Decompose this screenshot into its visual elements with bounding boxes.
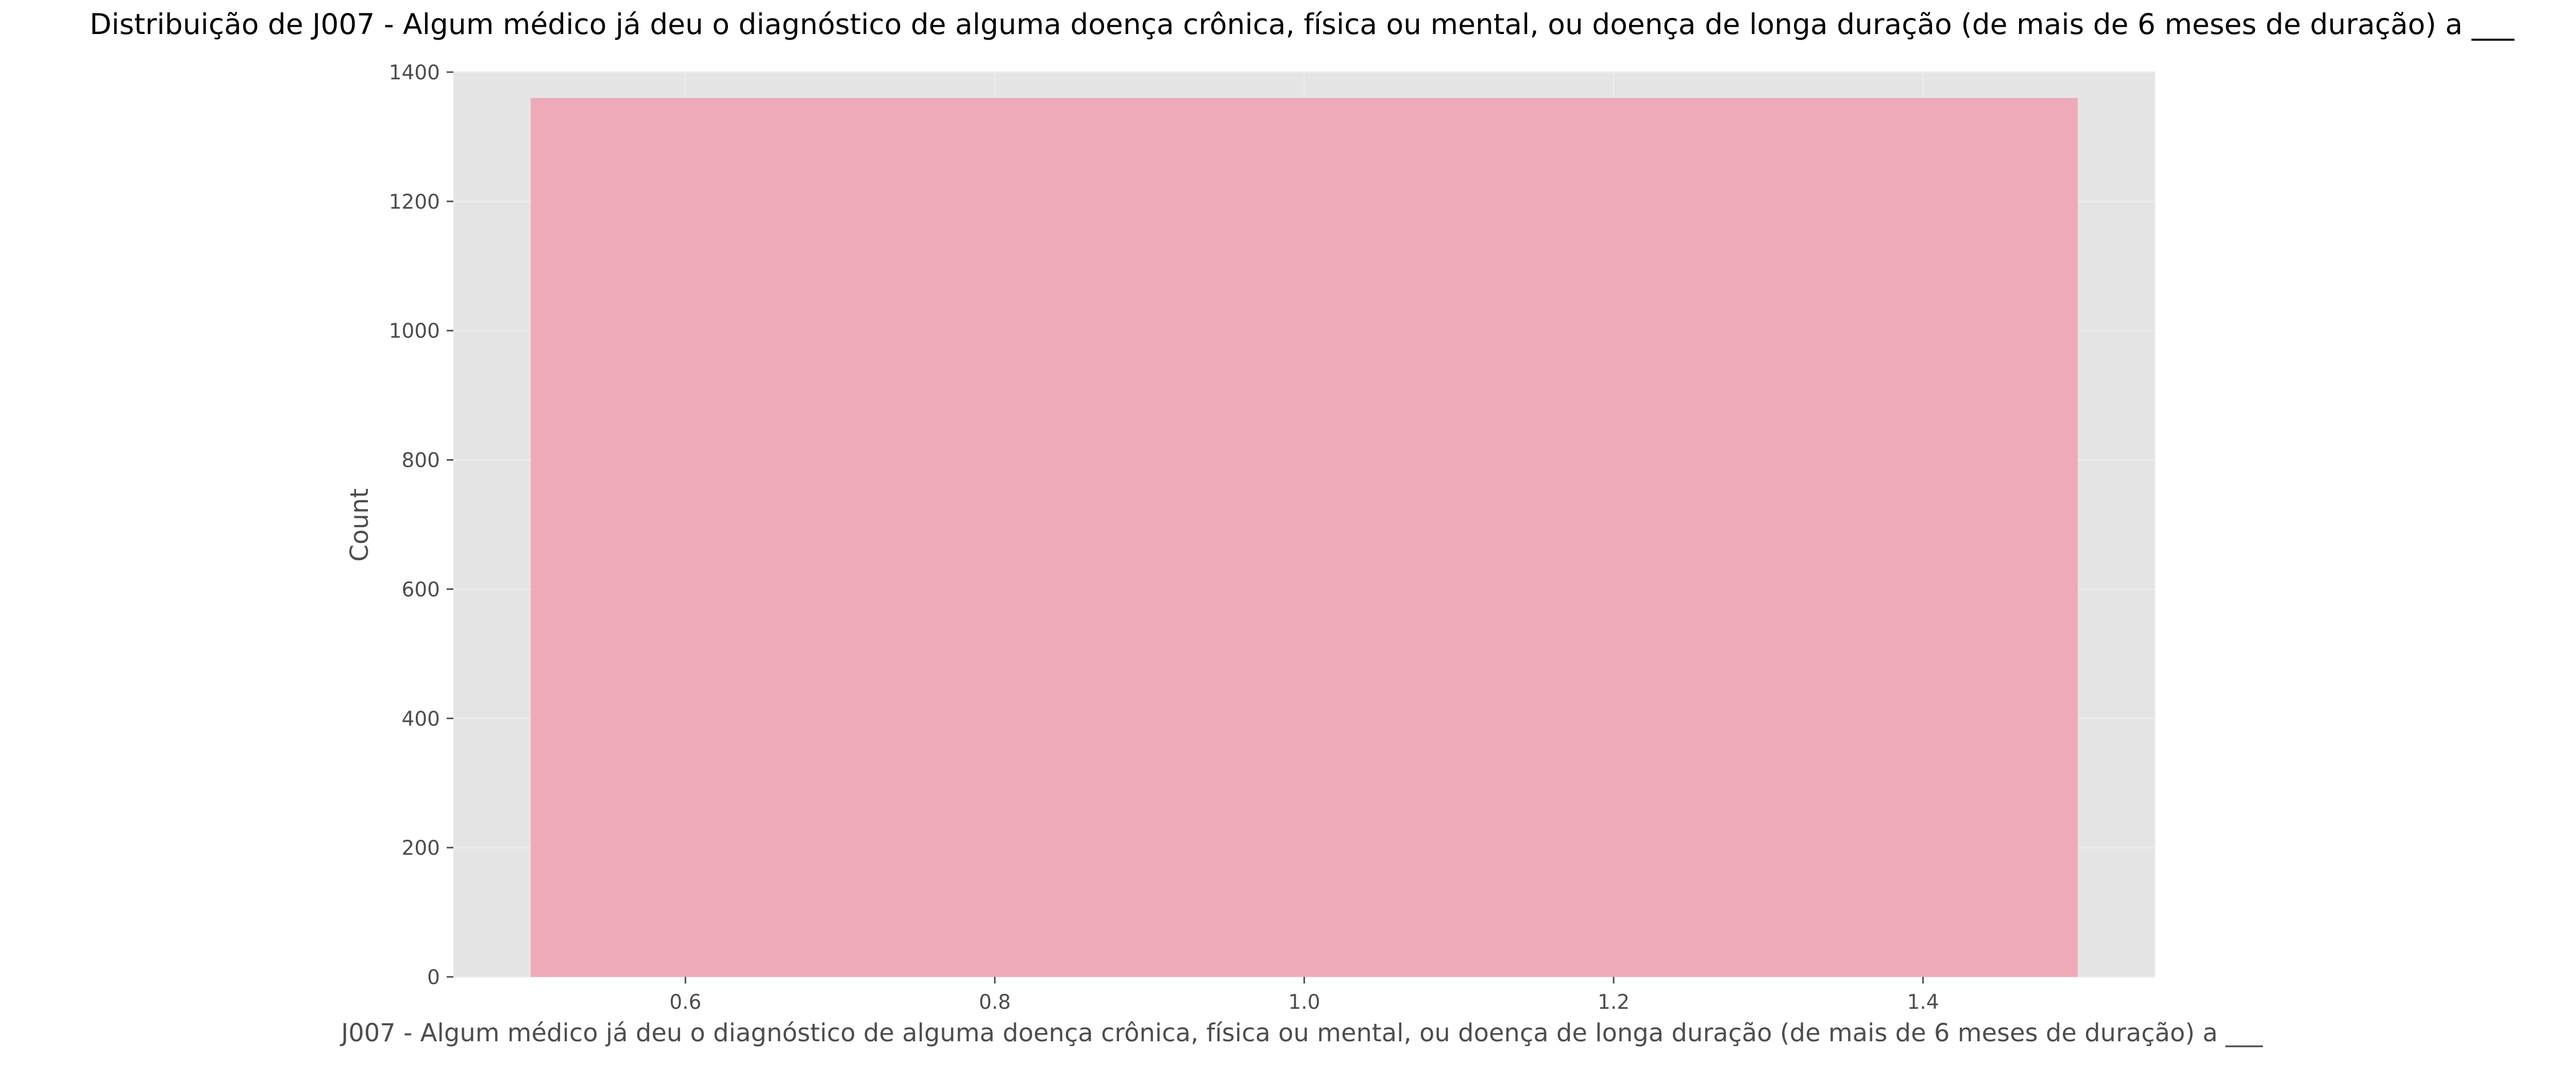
y-axis-label: Count <box>345 488 374 562</box>
y-tick-label: 1400 <box>389 61 440 84</box>
chart-title: Distribuição de J007 - Algum médico já d… <box>90 8 2515 41</box>
y-tick-label: 200 <box>402 837 440 860</box>
y-tick-label: 800 <box>402 449 440 472</box>
x-tick-label: 1.4 <box>1907 991 1939 1014</box>
x-tick-label: 0.6 <box>669 991 701 1014</box>
x-tick-label: 0.8 <box>979 991 1011 1014</box>
y-tick-label: 400 <box>402 707 440 731</box>
histogram-bar <box>531 98 2078 977</box>
x-axis-label: J007 - Algum médico já deu o diagnóstico… <box>340 1019 2263 1047</box>
bars <box>531 98 2078 977</box>
y-tick-label: 0 <box>427 966 440 989</box>
y-tick-label: 1000 <box>389 320 440 343</box>
x-tick-label: 1.0 <box>1288 991 1320 1014</box>
y-tick-label: 1200 <box>389 191 440 214</box>
x-tick-label: 1.2 <box>1598 991 1630 1014</box>
y-tick-label: 600 <box>402 578 440 601</box>
axes: 0 200 400 600 800 1000 1200 1400 0.6 0.8 1.0 1.2 1.4 <box>389 61 1939 1014</box>
